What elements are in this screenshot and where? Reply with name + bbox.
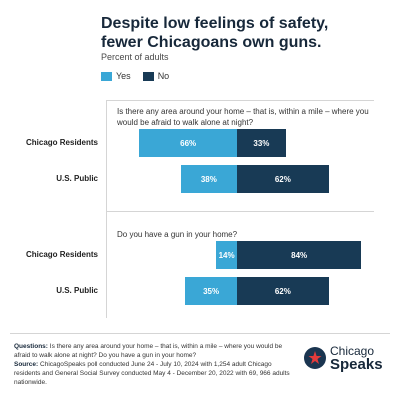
questions-note-label: Questions: — [14, 343, 48, 350]
questions-note: Questions: Is there any area around your… — [14, 342, 294, 360]
bar-yes-value-label: 14% — [218, 250, 235, 260]
legend-item-no: No — [142, 71, 170, 81]
row-label: Chicago Residents — [25, 138, 98, 147]
bar-yes-value-label: 66% — [180, 138, 197, 148]
brand-line1: Chicago — [330, 344, 375, 358]
chart-top-divider — [106, 100, 374, 101]
footer-divider — [10, 333, 390, 334]
bar-no: 84% — [237, 241, 362, 269]
chart-title: Despite low feelings of safety, fewer Ch… — [101, 15, 329, 51]
legend: Yes No — [101, 71, 181, 81]
brand-logo: Chicago Speaks — [304, 344, 383, 372]
panel-divider — [106, 211, 374, 212]
panel-question-2: Do you have a gun in your home? — [117, 230, 238, 239]
bar-yes: 66% — [139, 129, 237, 157]
questions-note-text: Is there any area around your home – tha… — [14, 343, 283, 359]
brand-wordmark: Chicago Speaks — [330, 344, 383, 372]
bar-yes-value-label: 38% — [200, 174, 217, 184]
legend-item-yes: Yes — [101, 71, 131, 81]
source-note-label: Source: — [14, 361, 39, 368]
row-label: U.S. Public — [56, 286, 98, 295]
source-note: Source: ChicagoSpeaks poll conducted Jun… — [14, 360, 294, 387]
bar-yes-value-label: 35% — [203, 286, 220, 296]
footnotes: Questions: Is there any area around your… — [14, 342, 294, 387]
bar-yes: 14% — [216, 241, 237, 269]
bar-no-value-label: 84% — [291, 250, 308, 260]
bar-no: 62% — [237, 277, 329, 305]
legend-swatch-no — [142, 71, 154, 81]
bar-yes: 35% — [185, 277, 237, 305]
bar-no: 33% — [237, 129, 286, 157]
legend-label-yes: Yes — [116, 71, 131, 81]
bar-no: 62% — [237, 165, 329, 193]
row-label: Chicago Residents — [25, 250, 98, 259]
bar-yes: 38% — [180, 165, 237, 193]
chicago-star-icon — [305, 348, 325, 368]
chicago-speaks-logo-icon — [304, 347, 326, 369]
legend-label-no: No — [157, 71, 170, 81]
legend-swatch-yes — [101, 71, 112, 81]
row-label-divider — [106, 100, 107, 318]
row-label: U.S. Public — [56, 174, 98, 183]
source-note-text: ChicagoSpeaks poll conducted June 24 - J… — [14, 361, 290, 386]
brand-line2: Speaks — [330, 356, 383, 373]
chart-subtitle: Percent of adults — [101, 52, 169, 62]
bar-no-value-label: 62% — [274, 174, 291, 184]
panel-question-1: Is there any area around your home – tha… — [117, 107, 369, 127]
bar-no-value-label: 62% — [274, 286, 291, 296]
bar-no-value-label: 33% — [253, 138, 270, 148]
